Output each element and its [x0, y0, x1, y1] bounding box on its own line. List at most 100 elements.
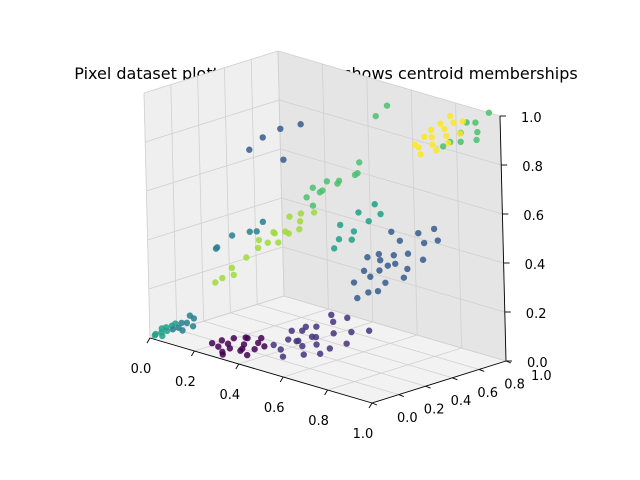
x-tick-label-0: 0.0: [131, 362, 152, 377]
point-s3-10: [189, 323, 197, 330]
point-s7-5: [428, 126, 435, 134]
point-s3-13: [178, 319, 185, 327]
point-s7-2: [415, 144, 422, 151]
point-s6-12: [285, 230, 292, 237]
grid-floor-y-1: [176, 329, 399, 395]
point-s7-9: [437, 120, 444, 127]
point-s5-16: [474, 128, 481, 136]
pane-left: [143, 50, 285, 339]
point-s7-12: [445, 139, 452, 147]
grid-back-z-1: [282, 246, 505, 313]
grid-left-z-4: [145, 99, 280, 143]
point-s1-3: [330, 330, 337, 337]
point-s0-2: [215, 343, 222, 350]
point-s0-11: [258, 334, 265, 342]
point-s6-3: [296, 218, 304, 225]
point-s2-11: [354, 294, 361, 302]
point-s1-6: [313, 341, 320, 348]
point-s4-16: [371, 201, 378, 208]
point-s5-6: [309, 184, 316, 191]
point-s2-7: [396, 237, 404, 244]
y-tick-label-3: 0.6: [477, 386, 498, 401]
point-s4-17: [336, 221, 344, 229]
z-axis-line: [499, 115, 507, 362]
point-s2-5: [382, 279, 389, 286]
grid-back-z-5: [277, 50, 501, 117]
point-s2-20: [377, 256, 384, 264]
point-s3-2: [213, 244, 221, 251]
point-s4-13: [335, 236, 343, 243]
grid-left-y-4: [250, 59, 258, 305]
point-s1-5: [299, 327, 306, 334]
point-s5-20: [372, 112, 379, 120]
point-s1-19: [326, 345, 334, 352]
point-s2-25: [277, 125, 284, 132]
point-s2-27: [297, 121, 304, 128]
y-tick-label-4: 0.8: [504, 377, 525, 392]
x-tick-label-3: 0.6: [264, 401, 285, 416]
point-s1-11: [316, 350, 324, 357]
point-s5-14: [485, 109, 493, 116]
grid-left-y-2: [197, 76, 204, 322]
grid-floor-x-4: [327, 347, 462, 391]
x-tick-3: [279, 376, 284, 383]
y-tick-3: [452, 377, 458, 381]
point-s5-12: [472, 119, 479, 126]
point-s4-15: [331, 245, 338, 252]
point-s2-12: [419, 256, 427, 263]
x-tick-label-2: 0.4: [219, 388, 240, 403]
point-s6-6: [255, 236, 263, 244]
point-s0-12: [219, 351, 226, 358]
point-s7-1: [441, 125, 448, 133]
point-s4-14: [377, 210, 384, 218]
grid-back-z-3: [280, 148, 503, 215]
grid-left-y-0: [143, 92, 151, 339]
point-s7-13: [446, 112, 454, 120]
point-s5-19: [473, 136, 480, 144]
point-s7-0: [428, 134, 435, 141]
point-s2-2: [375, 250, 383, 258]
x-tick-label-1: 0.2: [175, 375, 196, 390]
point-s1-18: [288, 327, 295, 334]
point-s0-3: [254, 339, 262, 347]
grid-left-z-5: [143, 50, 279, 94]
point-s2-4: [365, 289, 372, 296]
point-s2-22: [434, 237, 441, 244]
point-s0-16: [208, 340, 216, 347]
point-s7-8: [459, 118, 467, 125]
grid-back-z-4: [279, 99, 502, 166]
grid-floor-y-4: [257, 304, 480, 370]
point-s2-19: [430, 225, 438, 233]
grid-left-z-1: [148, 246, 283, 290]
point-s1-16: [328, 311, 335, 318]
point-s5-8: [309, 202, 317, 209]
point-s0-0: [226, 345, 234, 352]
grid-floor-x-3: [283, 334, 418, 378]
axis-panes: [143, 50, 508, 404]
grid-left-z-2: [147, 197, 282, 241]
tick-marks: [146, 115, 512, 409]
point-s5-7: [354, 170, 361, 177]
y-tick-2: [425, 385, 431, 389]
point-s3-5: [253, 228, 260, 235]
tick-labels: 0.00.20.40.60.81.00.00.20.40.60.81.00.00…: [131, 111, 552, 442]
point-s5-21: [383, 102, 391, 109]
x-tick-2: [235, 363, 240, 370]
point-s1-12: [279, 353, 287, 360]
y-tick-label-1: 0.2: [424, 403, 445, 418]
point-s6-5: [297, 210, 305, 217]
point-s1-7: [285, 336, 292, 343]
point-s6-7: [296, 226, 303, 233]
point-s1-8: [348, 328, 355, 336]
point-s5-10: [323, 178, 331, 185]
point-s5-4: [319, 187, 326, 194]
point-s6-13: [243, 254, 250, 261]
point-s6-17: [230, 271, 237, 279]
point-s0-6: [237, 347, 244, 354]
point-s3-1: [246, 228, 253, 235]
point-s0-14: [230, 334, 238, 342]
grid-left-y-5: [277, 50, 285, 297]
point-s5-9: [356, 159, 363, 166]
grid-back-x-4: [455, 102, 462, 349]
point-s2-13: [364, 254, 371, 261]
